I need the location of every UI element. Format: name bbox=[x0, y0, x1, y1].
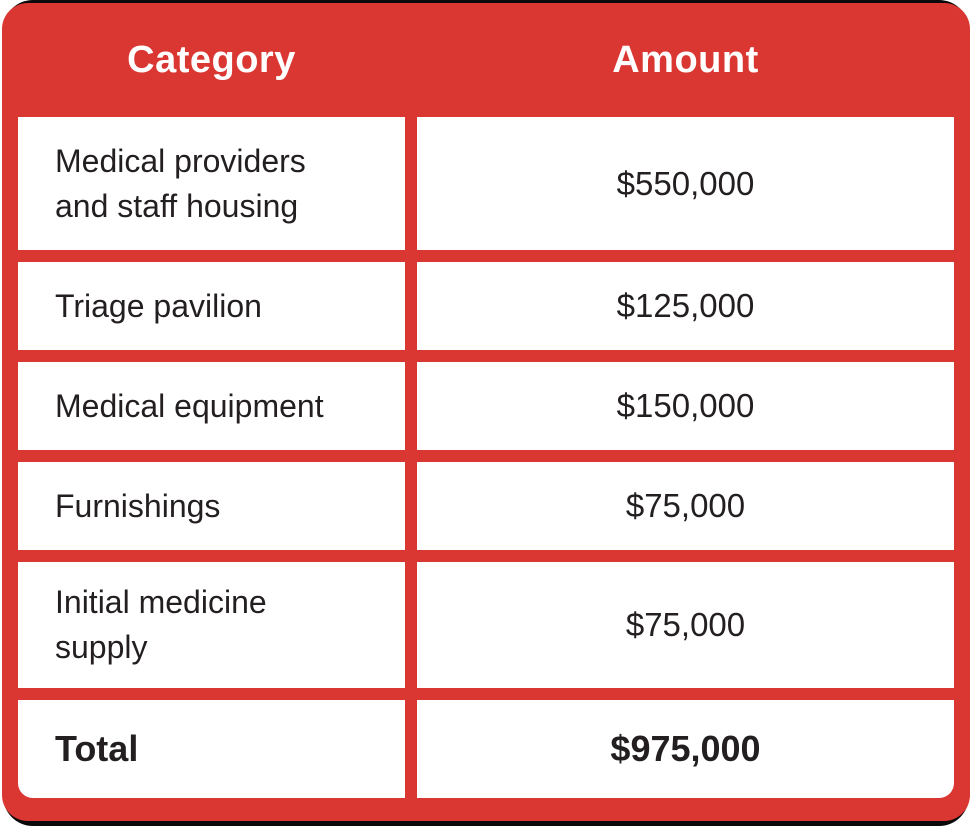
budget-table: Category Amount Medical providers and st… bbox=[2, 3, 970, 821]
category-cell: Triage pavilion bbox=[18, 262, 405, 350]
amount-cell: $550,000 bbox=[417, 117, 954, 250]
total-amount-cell: $975,000 bbox=[417, 700, 954, 798]
amount-cell: $75,000 bbox=[417, 462, 954, 550]
category-cell: Medical providers and staff housing bbox=[18, 117, 405, 250]
table-header-amount: Amount bbox=[612, 38, 759, 81]
total-label-cell: Total bbox=[18, 700, 405, 798]
amount-cell: $150,000 bbox=[417, 362, 954, 450]
category-cell: Medical equipment bbox=[18, 362, 405, 450]
table-header-row: Category Amount bbox=[18, 3, 954, 117]
category-cell: Initial medicine supply bbox=[18, 562, 405, 688]
amount-cell: $75,000 bbox=[417, 562, 954, 688]
table-header-category: Category bbox=[127, 38, 296, 81]
amount-cell: $125,000 bbox=[417, 262, 954, 350]
category-cell: Furnishings bbox=[18, 462, 405, 550]
table-body: Medical providers and staff housing $550… bbox=[18, 117, 954, 798]
